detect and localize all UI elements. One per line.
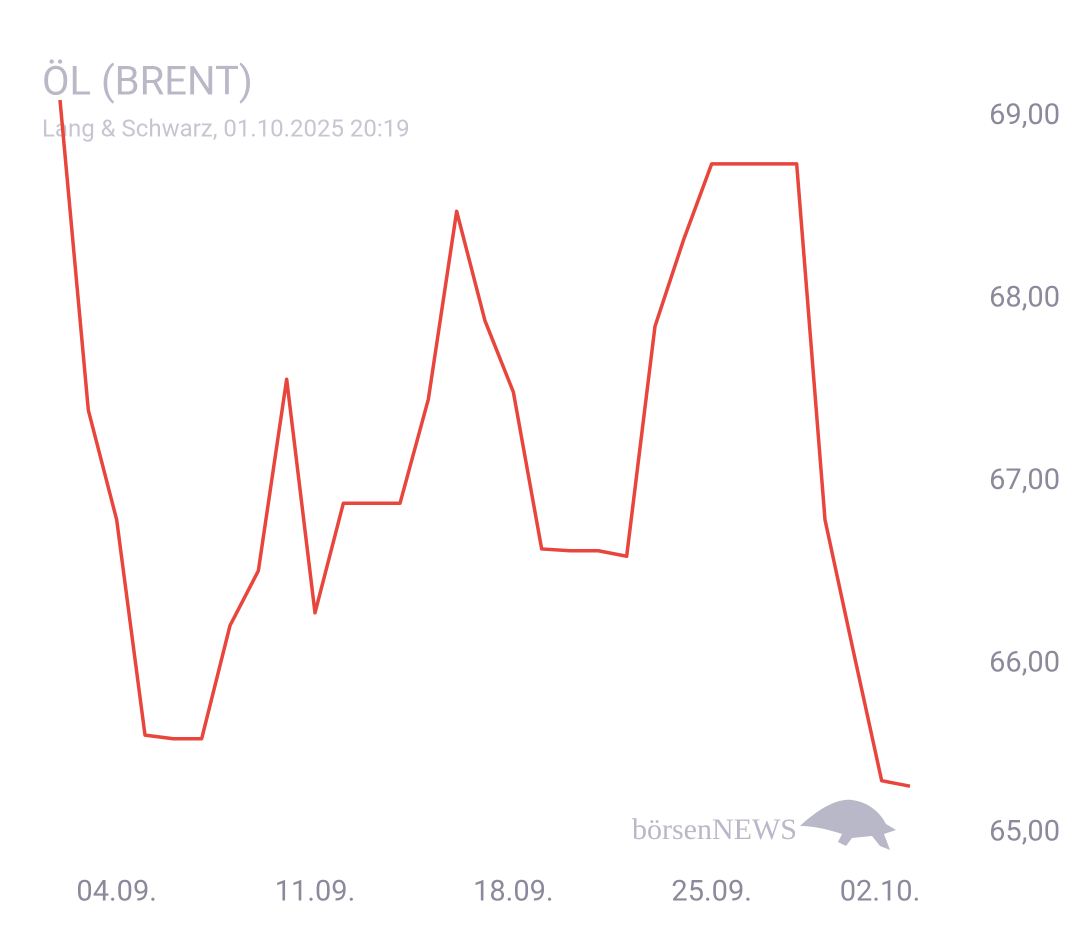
y-tick-label: 67,00 <box>989 463 1060 497</box>
y-tick-label: 65,00 <box>989 815 1060 849</box>
y-tick-label: 69,00 <box>989 98 1060 132</box>
chart-title: ÖL (BRENT) <box>42 58 253 105</box>
y-tick-label: 68,00 <box>989 281 1060 315</box>
x-tick-label: 11.09. <box>275 875 356 909</box>
watermark-text: börsenNEWS <box>632 813 797 846</box>
y-tick-label: 66,00 <box>989 646 1060 680</box>
x-tick-label: 18.09. <box>473 875 554 909</box>
x-tick-label: 02.10. <box>840 875 921 909</box>
chart-subtitle: Lang & Schwarz, 01.10.2025 20:19 <box>42 114 410 142</box>
bull-icon <box>800 799 896 850</box>
price-line <box>58 99 911 788</box>
x-tick-label: 04.09. <box>76 875 157 909</box>
x-tick-label: 25.09. <box>671 875 752 909</box>
watermark: börsenNEWS <box>632 799 896 850</box>
